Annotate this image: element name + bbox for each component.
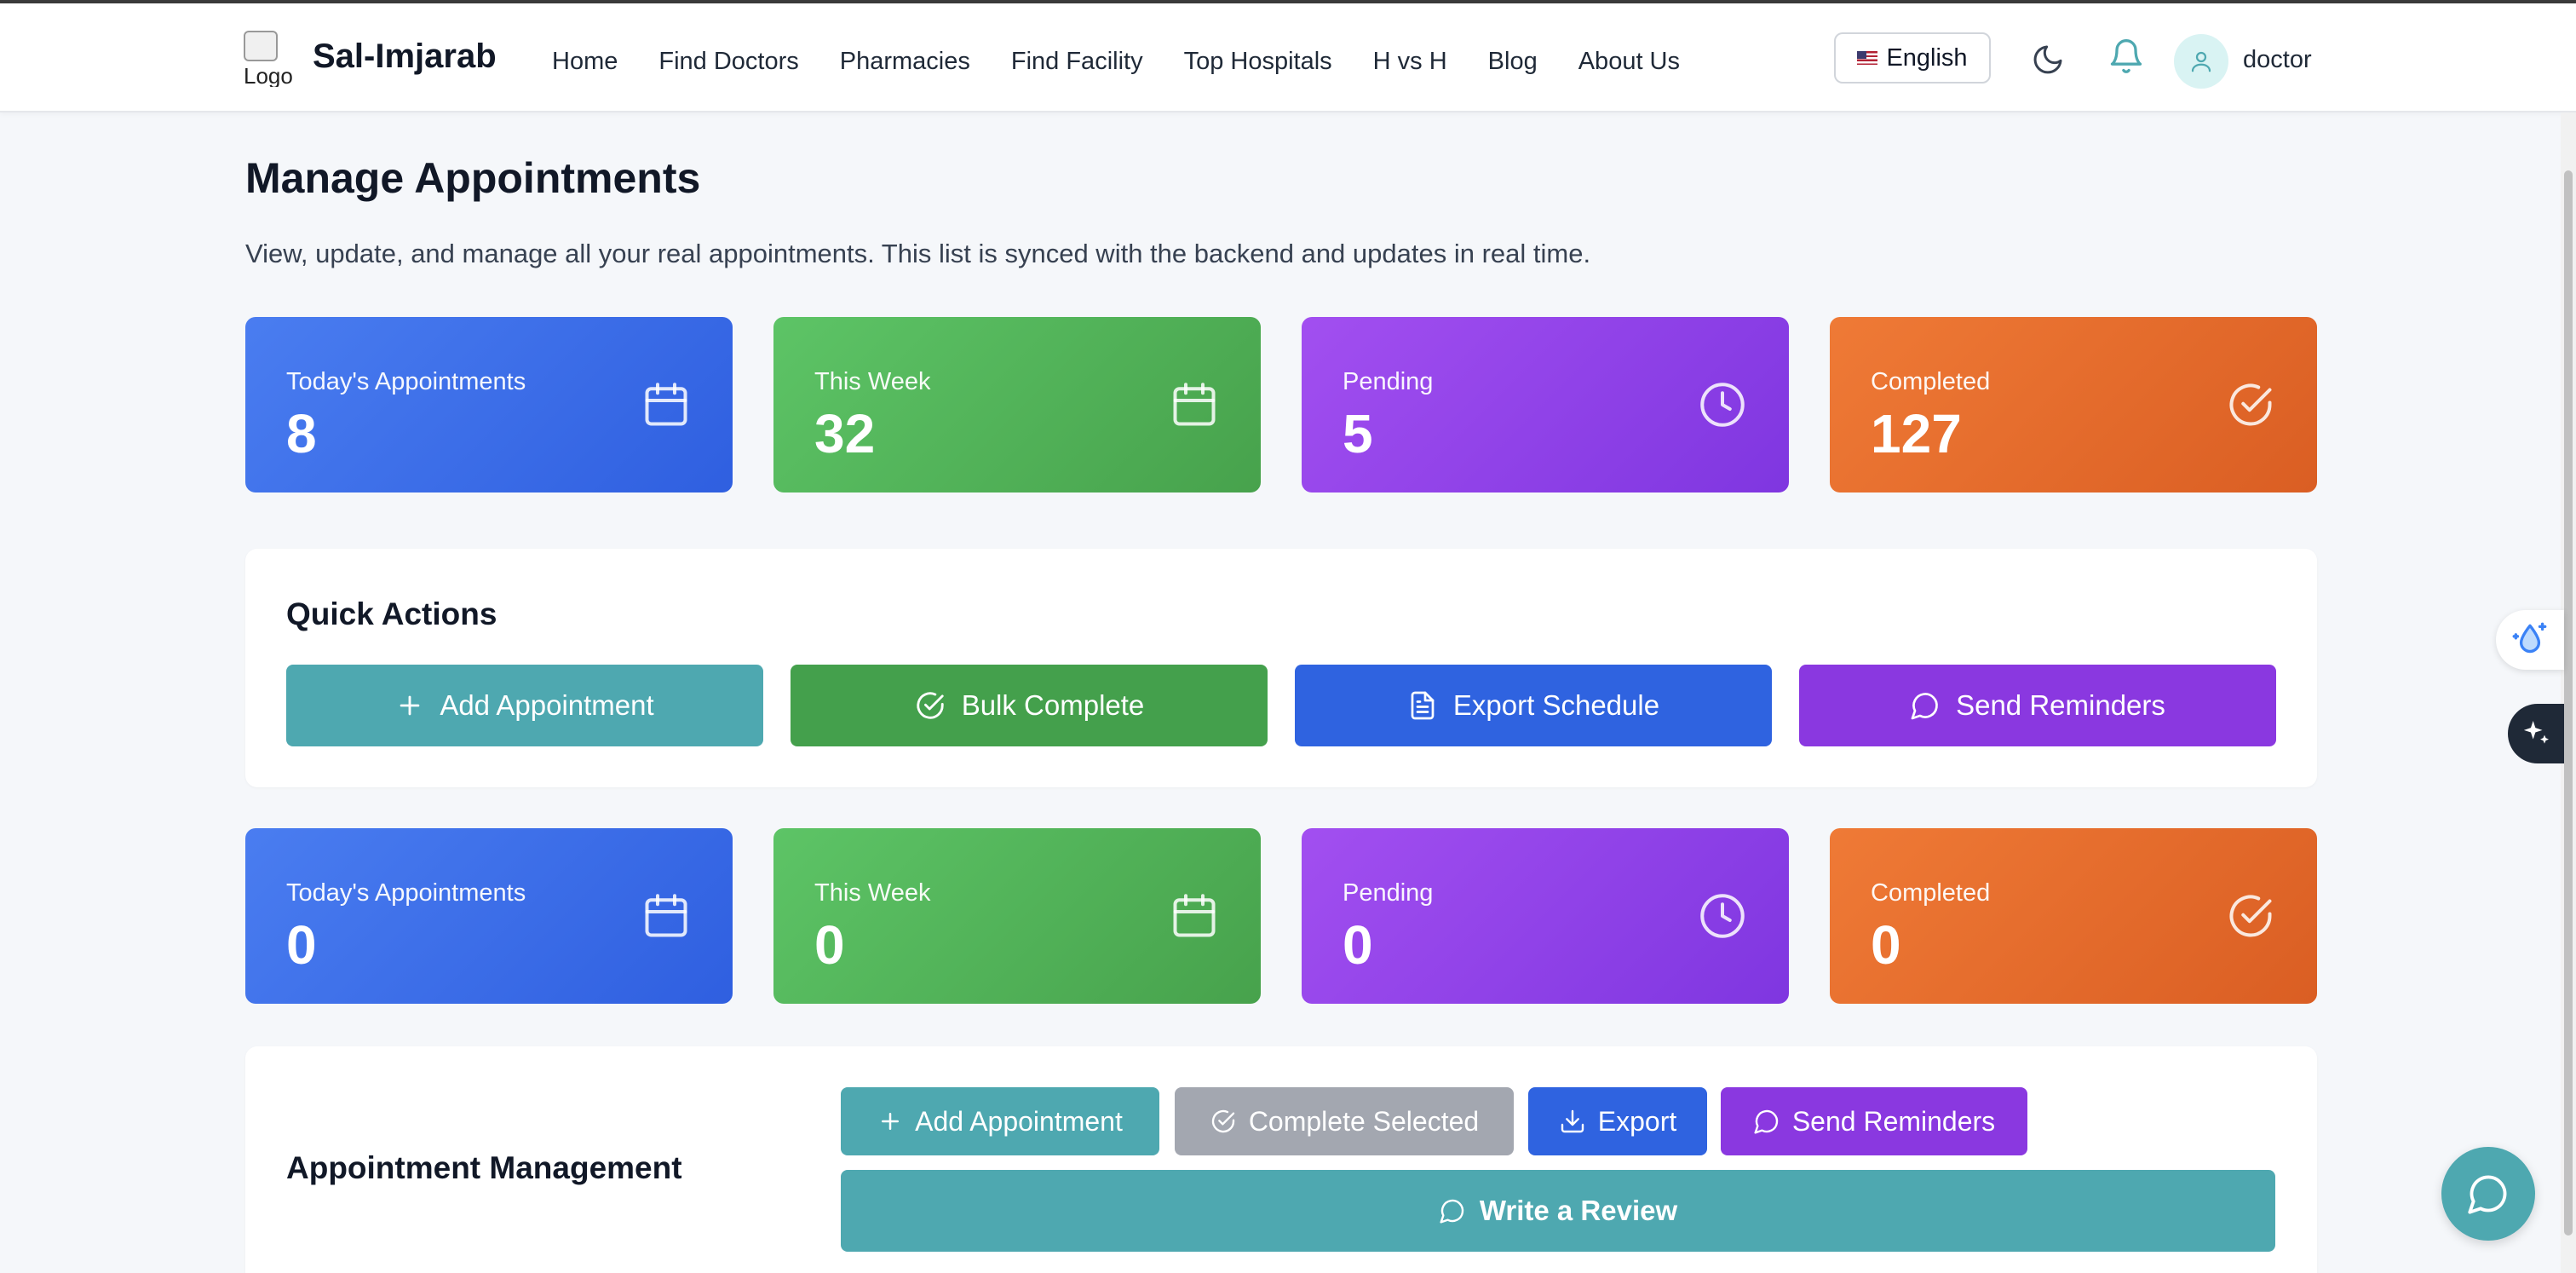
- quick-actions-title: Quick Actions: [286, 596, 497, 631]
- stat-card-completed-live: Completed 0: [1830, 828, 2317, 1004]
- hydration-widget-button[interactable]: [2496, 610, 2564, 670]
- stat-card-pending: Pending 5: [1302, 317, 1789, 492]
- language-selector[interactable]: English: [1834, 32, 1991, 84]
- nav-pharmacies[interactable]: Pharmacies: [839, 48, 970, 75]
- export-button[interactable]: Export: [1528, 1087, 1707, 1155]
- page-subtitle: View, update, and manage all your real a…: [245, 239, 1591, 268]
- export-schedule-button[interactable]: Export Schedule: [1295, 665, 1772, 746]
- window-top-border: [0, 0, 2576, 3]
- ai-assistant-button[interactable]: [2508, 704, 2564, 763]
- clock-icon: [1700, 894, 1745, 938]
- moon-icon: [2033, 45, 2062, 74]
- chat-bubble-icon: [1911, 693, 1938, 720]
- plus-icon: [400, 695, 420, 716]
- nav-top-hospitals[interactable]: Top Hospitals: [1183, 48, 1332, 75]
- chat-bubble-icon: [1754, 1109, 1779, 1134]
- calendar-icon: [1173, 383, 1216, 426]
- button-label: Send Reminders: [1791, 1105, 1996, 1137]
- nav-home[interactable]: Home: [552, 48, 618, 75]
- button-label: Add Appointment: [440, 689, 654, 721]
- button-label: Bulk Complete: [961, 689, 1145, 721]
- stat-label: This Week: [814, 368, 931, 395]
- us-flag-icon: [1857, 51, 1878, 65]
- stat-label: Today's Appointments: [286, 368, 526, 395]
- button-label: Complete Selected: [1248, 1105, 1480, 1137]
- stat-value: 127: [1871, 403, 1962, 464]
- write-review-button[interactable]: Write a Review: [841, 1170, 2275, 1252]
- logo-image[interactable]: Logo: [244, 31, 300, 87]
- document-icon: [1411, 691, 1435, 720]
- notifications-button[interactable]: [2106, 36, 2147, 77]
- check-circle-icon: [2229, 895, 2272, 937]
- stat-label: This Week: [814, 879, 931, 907]
- complete-selected-button[interactable]: Complete Selected: [1175, 1087, 1514, 1155]
- username[interactable]: doctor: [2243, 46, 2312, 73]
- scrollbar-thumb[interactable]: [2564, 170, 2573, 1236]
- button-label: Add Appointment: [915, 1105, 1123, 1137]
- stat-card-week-live: This Week 0: [773, 828, 1261, 1004]
- nav-find-doctors[interactable]: Find Doctors: [658, 48, 799, 75]
- add-appointment-button[interactable]: Add Appointment: [286, 665, 763, 746]
- stat-label: Pending: [1343, 879, 1434, 907]
- avatar[interactable]: [2174, 34, 2228, 89]
- add-appointment-button-secondary[interactable]: Add Appointment: [841, 1087, 1159, 1155]
- check-circle-icon: [1211, 1109, 1235, 1133]
- stat-value: 0: [1871, 914, 1901, 976]
- stat-value: 32: [814, 403, 876, 464]
- main-nav: Home Find Doctors Pharmacies Find Facili…: [552, 48, 1721, 76]
- stat-value: 0: [1343, 914, 1373, 976]
- bell-icon: [2110, 39, 2142, 73]
- stat-label: Pending: [1343, 368, 1434, 395]
- button-label: Send Reminders: [1956, 689, 2165, 721]
- broken-image-icon: [244, 31, 278, 61]
- appointment-management-title: Appointment Management: [286, 1150, 682, 1185]
- stat-card-today: Today's Appointments 8: [245, 317, 733, 492]
- send-reminders-button[interactable]: Send Reminders: [1799, 665, 2276, 746]
- clock-icon: [1700, 383, 1745, 427]
- stat-value: 8: [286, 403, 317, 464]
- dark-mode-toggle[interactable]: [2027, 39, 2068, 80]
- check-circle-icon: [917, 692, 944, 719]
- button-label: Export: [1597, 1105, 1677, 1137]
- plus-icon: [882, 1113, 900, 1130]
- stat-card-completed: Completed 127: [1830, 317, 2317, 492]
- nav-blog[interactable]: Blog: [1487, 48, 1538, 75]
- button-label: Write a Review: [1479, 1195, 1678, 1226]
- top-navbar: Logo Sal-Imjarab Home Find Doctors Pharm…: [0, 3, 2576, 112]
- send-reminders-button-secondary[interactable]: Send Reminders: [1721, 1087, 2027, 1155]
- check-circle-icon: [2229, 383, 2272, 426]
- nav-h-vs-h[interactable]: H vs H: [1372, 48, 1447, 75]
- stat-label: Today's Appointments: [286, 879, 526, 907]
- chat-bubble-icon: [1440, 1199, 1464, 1224]
- calendar-icon: [1173, 894, 1216, 937]
- stat-card-week: This Week 32: [773, 317, 1261, 492]
- page-title: Manage Appointments: [245, 154, 701, 202]
- stat-card-today-live: Today's Appointments 0: [245, 828, 733, 1004]
- nav-about-us[interactable]: About Us: [1578, 48, 1681, 75]
- calendar-icon: [645, 383, 687, 426]
- sparkles-icon: [2523, 721, 2549, 744]
- language-label: English: [1886, 43, 1968, 72]
- button-label: Export Schedule: [1452, 689, 1660, 721]
- stat-value: 0: [286, 914, 317, 976]
- stat-card-pending-live: Pending 0: [1302, 828, 1789, 1004]
- water-drop-sparkle-icon: [2512, 622, 2547, 654]
- nav-find-facility[interactable]: Find Facility: [1010, 48, 1143, 75]
- stat-label: Completed: [1871, 879, 1991, 907]
- brand-name[interactable]: Sal-Imjarab: [313, 37, 497, 75]
- user-icon: [2191, 51, 2211, 72]
- stat-label: Completed: [1871, 368, 1991, 395]
- chat-fab-button[interactable]: [2441, 1147, 2535, 1241]
- chat-bubble-icon: [2468, 1175, 2507, 1214]
- calendar-icon: [645, 894, 687, 937]
- logo-alt-text: Logo: [244, 63, 293, 87]
- bulk-complete-button[interactable]: Bulk Complete: [791, 665, 1268, 746]
- stat-value: 5: [1343, 403, 1373, 464]
- stat-value: 0: [814, 914, 845, 976]
- download-icon: [1561, 1109, 1584, 1133]
